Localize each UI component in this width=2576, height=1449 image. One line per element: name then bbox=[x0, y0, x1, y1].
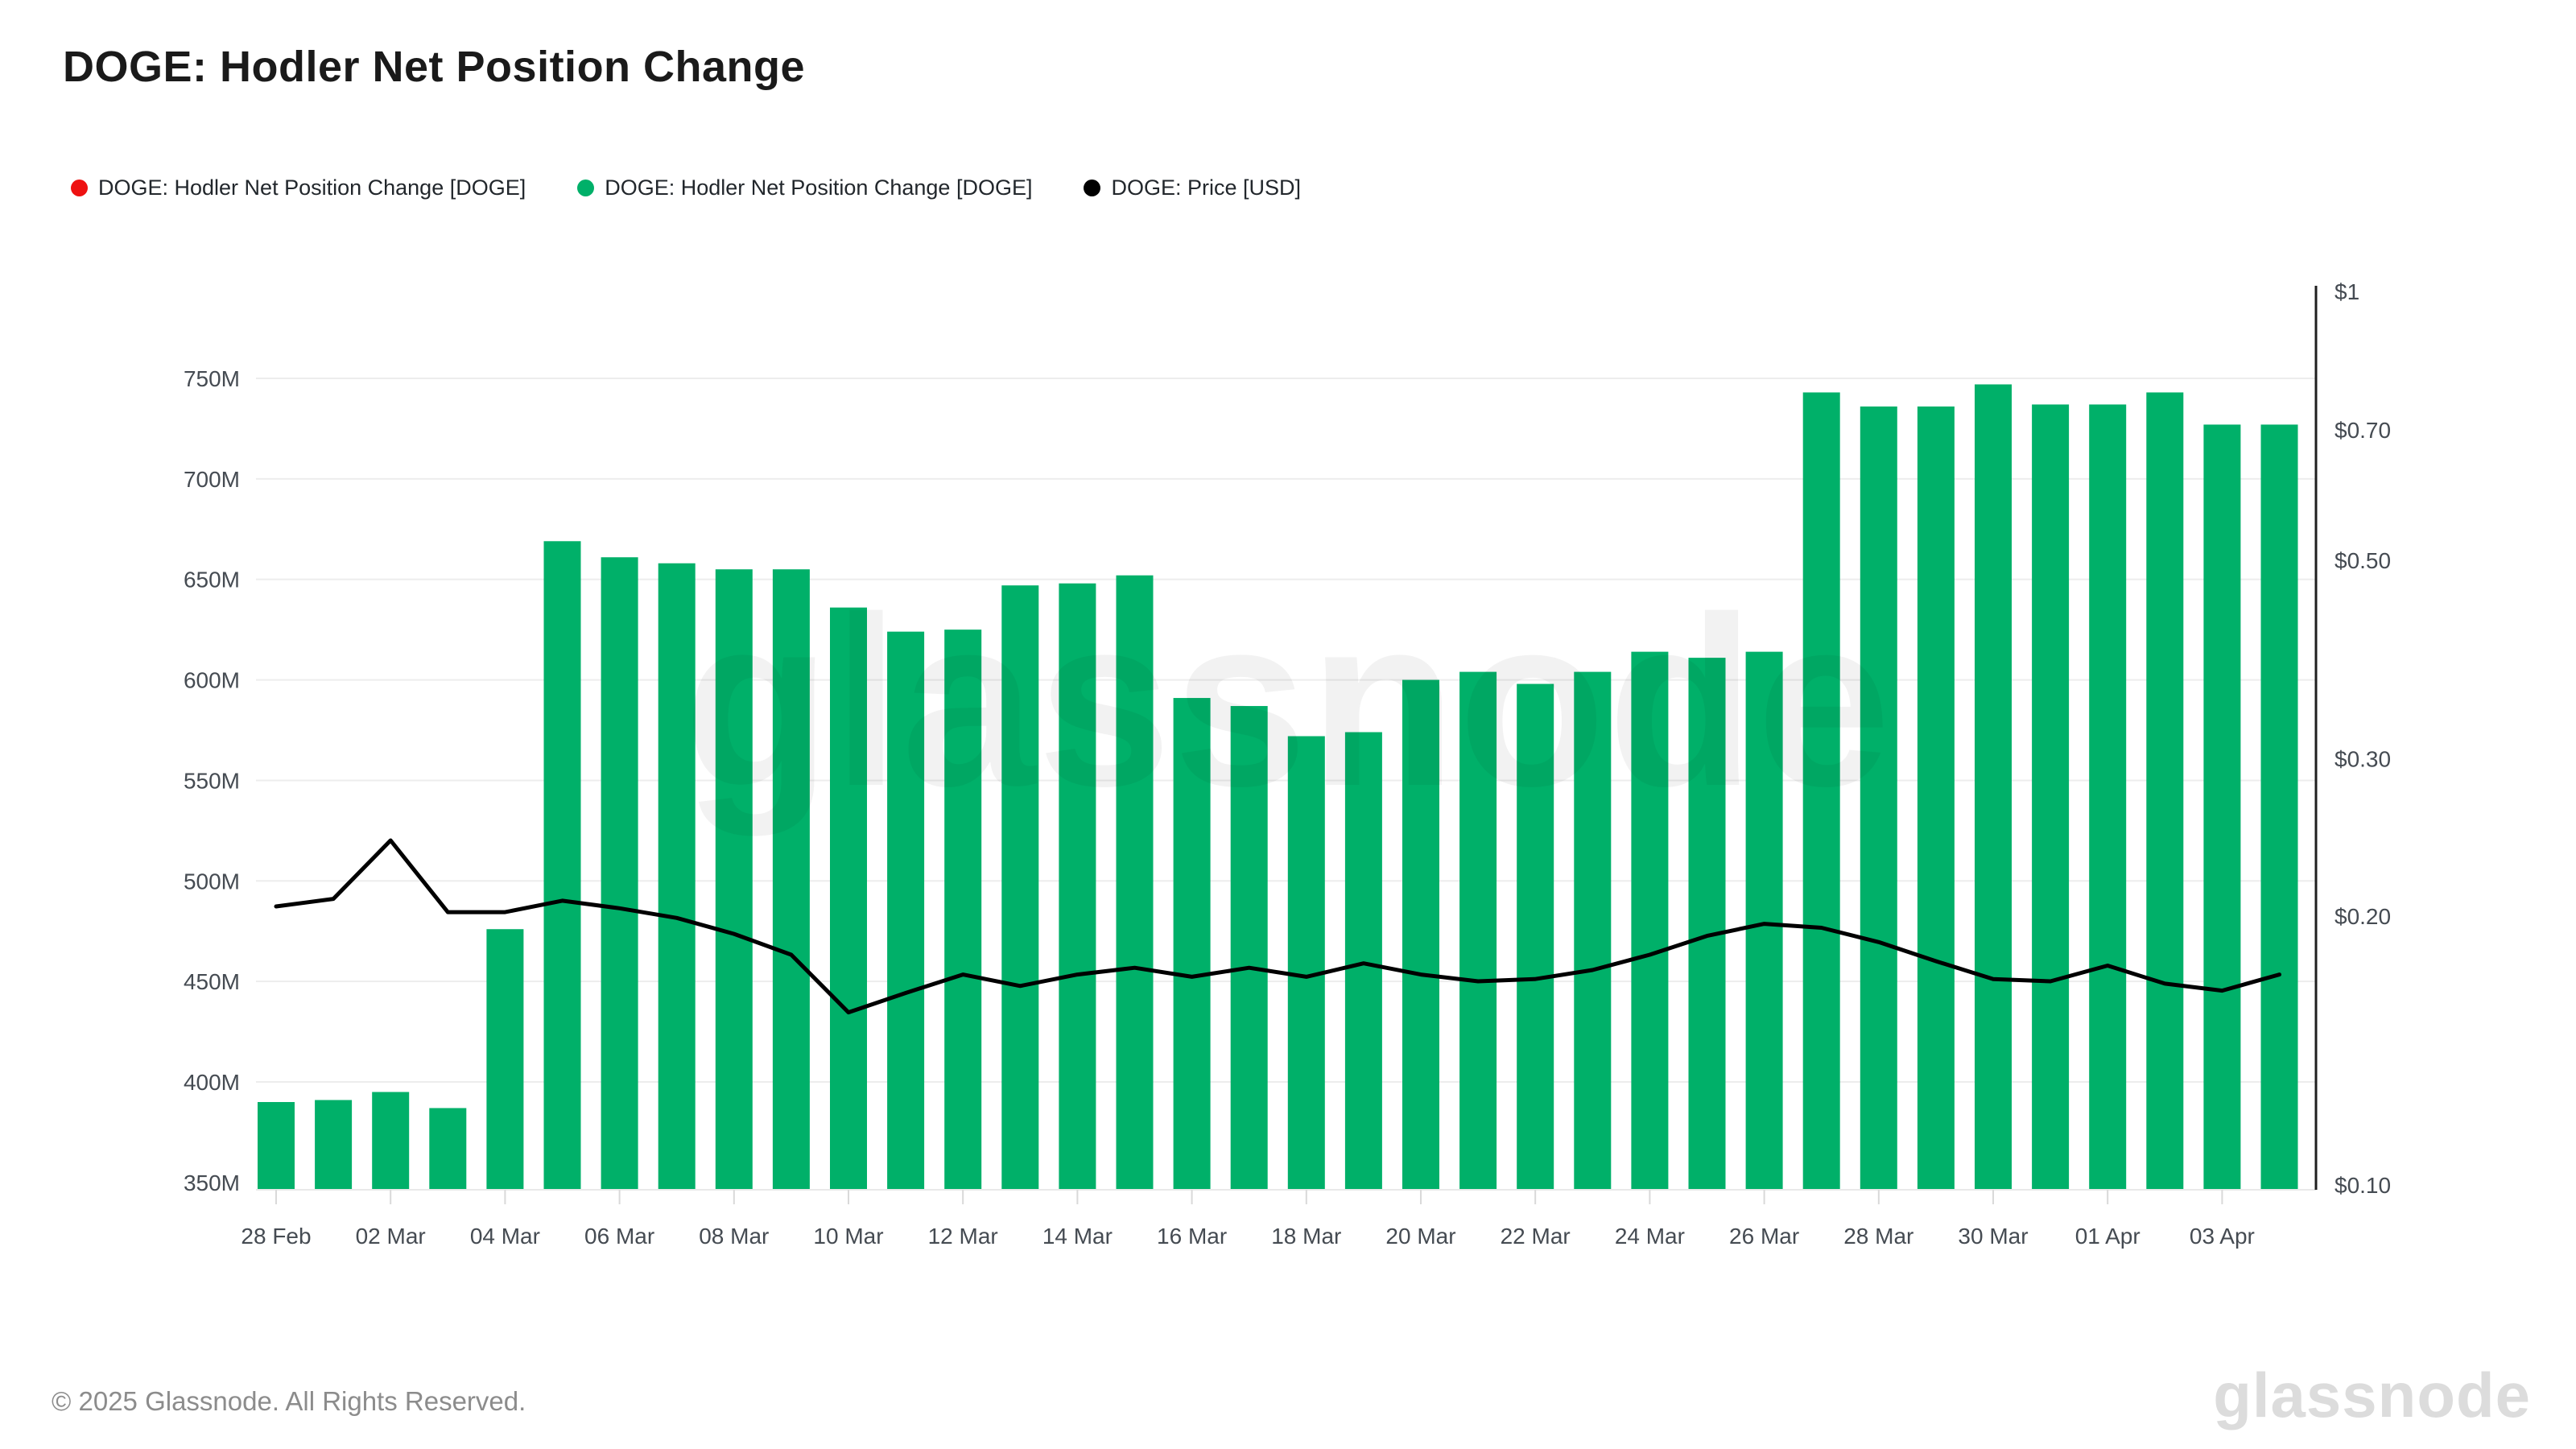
glassnode-watermark: glassnode bbox=[683, 566, 1893, 838]
x-axis-label-16-mar: 16 Mar bbox=[1157, 1224, 1227, 1249]
x-axis-label-03-apr: 03 Apr bbox=[2190, 1224, 2255, 1249]
bar-28-mar[interactable] bbox=[1860, 406, 1897, 1189]
bar-19-mar[interactable] bbox=[1344, 732, 1382, 1189]
x-axis-label-28-feb: 28 Feb bbox=[241, 1224, 311, 1249]
bar-27-mar[interactable] bbox=[1802, 392, 1840, 1189]
legend-label: DOGE: Price [USD] bbox=[1111, 175, 1302, 200]
bar-04-mar[interactable] bbox=[486, 929, 524, 1189]
x-axis-label-30-mar: 30 Mar bbox=[1958, 1224, 2028, 1249]
x-axis-label-12-mar: 12 Mar bbox=[928, 1224, 998, 1249]
x-axis-label-22-mar: 22 Mar bbox=[1501, 1224, 1571, 1249]
black-series-dot-icon bbox=[1084, 180, 1101, 196]
bar-26-mar[interactable] bbox=[1745, 651, 1783, 1189]
chart-legend: DOGE: Hodler Net Position Change [DOGE] … bbox=[71, 175, 1301, 200]
left-axis-label-350m: 350M bbox=[184, 1170, 240, 1195]
x-axis-label-01-apr: 01 Apr bbox=[2075, 1224, 2140, 1249]
x-axis-label-26-mar: 26 Mar bbox=[1729, 1224, 1799, 1249]
bar-30-mar[interactable] bbox=[1975, 384, 2012, 1190]
bar-01-apr[interactable] bbox=[2089, 404, 2127, 1189]
price-line bbox=[274, 838, 2281, 1015]
bar-09-mar[interactable] bbox=[772, 569, 810, 1189]
x-axis-label-24-mar: 24 Mar bbox=[1615, 1224, 1685, 1249]
bar-03-apr[interactable] bbox=[2203, 424, 2241, 1189]
x-axis-label-08-mar: 08 Mar bbox=[699, 1224, 769, 1249]
bar-18-mar[interactable] bbox=[1287, 736, 1325, 1189]
x-axis-label-10-mar: 10 Mar bbox=[813, 1224, 883, 1249]
green-series-dot-icon bbox=[577, 180, 595, 196]
bar-07-mar[interactable] bbox=[658, 563, 696, 1189]
bar-11-mar[interactable] bbox=[887, 631, 925, 1189]
left-axis-label-600m: 600M bbox=[184, 668, 240, 693]
copyright-text: © 2025 Glassnode. All Rights Reserved. bbox=[52, 1386, 526, 1416]
bar-25-mar[interactable] bbox=[1688, 658, 1726, 1189]
bar-12-mar[interactable] bbox=[944, 630, 982, 1189]
bar-10-mar[interactable] bbox=[830, 607, 867, 1189]
bar-03-mar[interactable] bbox=[429, 1108, 467, 1189]
bar-16-mar[interactable] bbox=[1173, 698, 1211, 1189]
x-axis-label-18-mar: 18 Mar bbox=[1271, 1224, 1341, 1249]
bar-04-apr[interactable] bbox=[2260, 424, 2298, 1189]
bar-20-mar[interactable] bbox=[1402, 679, 1439, 1189]
bar-15-mar[interactable] bbox=[1116, 575, 1154, 1189]
bar-08-mar[interactable] bbox=[715, 569, 753, 1189]
legend-item-price[interactable]: DOGE: Price [USD] bbox=[1084, 175, 1301, 200]
left-axis-label-700m: 700M bbox=[184, 467, 240, 492]
right-axis-label-0-30: $0.30 bbox=[2334, 746, 2391, 771]
glassnode-logo[interactable]: glassnode bbox=[2213, 1360, 2531, 1430]
bar-02-apr[interactable] bbox=[2146, 392, 2184, 1189]
x-axis-label-20-mar: 20 Mar bbox=[1385, 1224, 1455, 1249]
legend-item-hodler-net-position-positive[interactable]: DOGE: Hodler Net Position Change [DOGE] bbox=[577, 175, 1032, 200]
left-axis-label-750m: 750M bbox=[184, 366, 240, 391]
x-axis-label-04-mar: 04 Mar bbox=[470, 1224, 540, 1249]
right-axis-label-0-20: $0.20 bbox=[2334, 904, 2391, 929]
x-axis-label-14-mar: 14 Mar bbox=[1042, 1224, 1113, 1249]
bar-06-mar[interactable] bbox=[601, 557, 638, 1189]
left-axis-label-550m: 550M bbox=[184, 768, 240, 793]
bar-21-mar[interactable] bbox=[1459, 671, 1497, 1189]
left-axis-label-500m: 500M bbox=[184, 869, 240, 894]
bar-13-mar[interactable] bbox=[1001, 585, 1039, 1189]
page-title: DOGE: Hodler Net Position Change bbox=[63, 43, 806, 91]
right-axis-label-0-50: $0.50 bbox=[2334, 548, 2391, 573]
legend-item-hodler-net-position-negative[interactable]: DOGE: Hodler Net Position Change [DOGE] bbox=[71, 175, 526, 200]
left-axis-label-650m: 650M bbox=[184, 568, 240, 592]
left-axis-label-450m: 450M bbox=[184, 969, 240, 994]
bar-14-mar[interactable] bbox=[1059, 583, 1096, 1189]
bar-02-mar[interactable] bbox=[372, 1092, 410, 1189]
right-axis-label-1: $1 bbox=[2334, 279, 2359, 304]
bar-28-feb[interactable] bbox=[258, 1101, 295, 1189]
red-series-dot-icon bbox=[71, 180, 88, 196]
bar-31-mar[interactable] bbox=[2032, 404, 2070, 1189]
bar-24-mar[interactable] bbox=[1631, 651, 1669, 1189]
bar-23-mar[interactable] bbox=[1574, 671, 1612, 1189]
right-axis-label-0-10: $0.10 bbox=[2334, 1173, 2391, 1198]
x-axis-label-06-mar: 06 Mar bbox=[584, 1224, 654, 1249]
bar-29-mar[interactable] bbox=[1917, 406, 1955, 1189]
bar-01-mar[interactable] bbox=[315, 1100, 353, 1189]
legend-label: DOGE: Hodler Net Position Change [DOGE] bbox=[605, 175, 1033, 200]
x-axis-label-02-mar: 02 Mar bbox=[356, 1224, 426, 1249]
bar-17-mar[interactable] bbox=[1230, 706, 1268, 1189]
x-axis-label-28-mar: 28 Mar bbox=[1843, 1224, 1913, 1249]
bar-05-mar[interactable] bbox=[543, 541, 581, 1189]
right-axis-label-0-70: $0.70 bbox=[2334, 418, 2391, 443]
bar-22-mar[interactable] bbox=[1517, 683, 1554, 1189]
legend-label: DOGE: Hodler Net Position Change [DOGE] bbox=[98, 175, 526, 200]
left-axis-label-400m: 400M bbox=[184, 1070, 240, 1095]
